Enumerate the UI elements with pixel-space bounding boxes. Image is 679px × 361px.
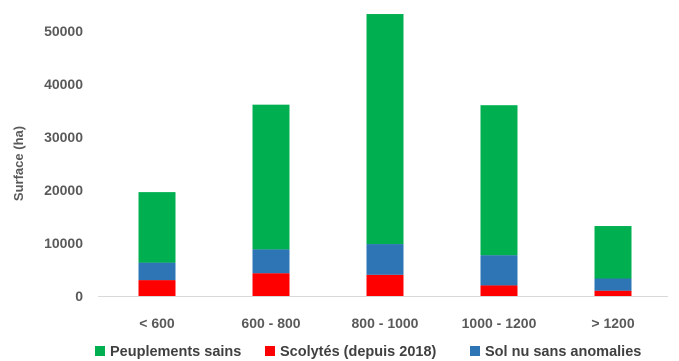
x-tick-label: 600 - 800 [241, 315, 300, 331]
bar-segment-1-2 [252, 104, 290, 250]
bar-segment-0-2 [138, 192, 176, 263]
legend-label: Scolytés (depuis 2018) [280, 344, 437, 360]
bar-segment-4-2 [594, 226, 632, 279]
bar-segment-1-1 [252, 249, 290, 274]
legend: Peuplements sains Scolytés (depuis 2018) S… [95, 344, 641, 360]
legend-swatch [95, 346, 105, 356]
x-tick-label: > 1200 [591, 315, 634, 331]
x-tick-label: 800 - 1000 [352, 315, 419, 331]
bar-segment-0-1 [138, 262, 176, 281]
x-tick-label: < 600 [139, 315, 175, 331]
legend-label: Sol nu sans anomalies [485, 344, 641, 360]
y-tick-label: 40000 [44, 76, 83, 92]
bar-segment-2-1 [366, 244, 404, 275]
bar-segment-2-0 [366, 274, 404, 296]
bar-segment-2-2 [366, 14, 404, 245]
x-tick-label: 1000 - 1200 [462, 315, 537, 331]
legend-swatch [265, 346, 275, 356]
bar-segment-4-0 [594, 290, 632, 296]
y-tick-label: 0 [75, 288, 83, 304]
y-tick-label: 50000 [44, 23, 83, 39]
bar-segment-0-0 [138, 280, 176, 296]
bar-segment-3-1 [480, 255, 518, 286]
axis-layer: 0 10000 20000 30000 40000 50000 < 600 600 - 800… [44, 23, 668, 331]
y-axis-title: Surface (ha) [11, 126, 26, 201]
bars-layer [138, 14, 632, 296]
bar-segment-3-0 [480, 285, 518, 296]
bar-segment-3-2 [480, 105, 518, 256]
y-tick-label: 20000 [44, 182, 83, 198]
bar-segment-4-1 [594, 278, 632, 291]
legend-swatch [470, 346, 480, 356]
bar-segment-1-0 [252, 273, 290, 296]
y-tick-label: 30000 [44, 129, 83, 145]
legend-label: Peuplements sains [110, 344, 241, 360]
y-tick-label: 10000 [44, 235, 83, 251]
